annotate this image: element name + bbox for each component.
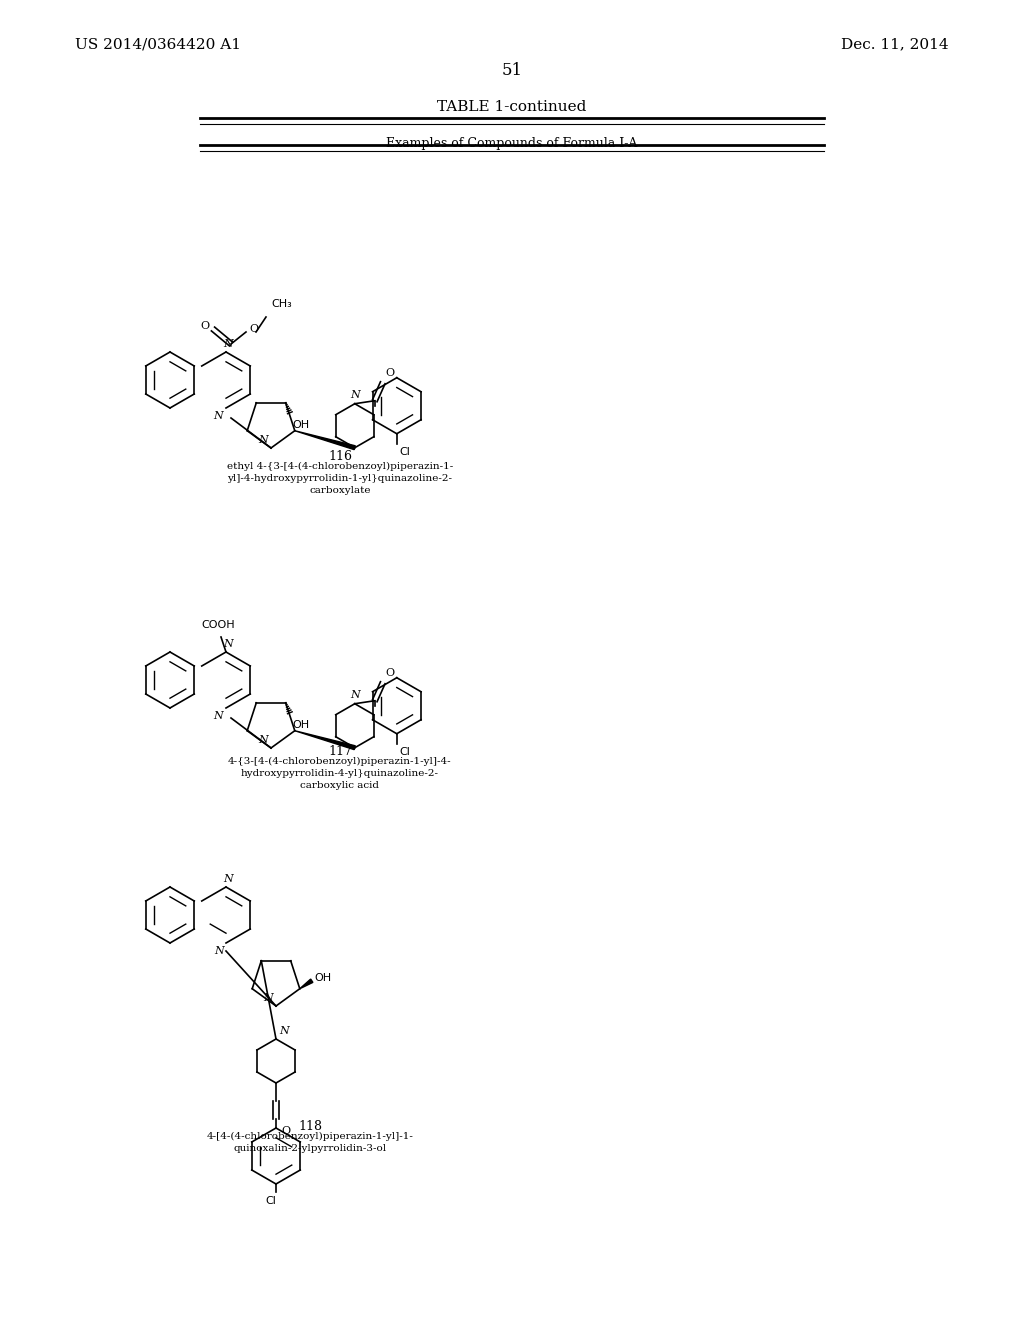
Text: 116: 116: [328, 450, 352, 463]
Text: 118: 118: [298, 1119, 322, 1133]
Text: CH₃: CH₃: [271, 300, 292, 309]
Polygon shape: [295, 731, 355, 750]
Text: TABLE 1-continued: TABLE 1-continued: [437, 100, 587, 114]
Text: N: N: [263, 993, 273, 1003]
Text: 4-{3-[4-(4-chlorobenzoyl)piperazin-1-yl]-4-: 4-{3-[4-(4-chlorobenzoyl)piperazin-1-yl]…: [228, 756, 452, 766]
Text: 51: 51: [502, 62, 522, 79]
Text: N: N: [223, 874, 232, 884]
Text: O: O: [201, 321, 210, 331]
Text: Examples of Compounds of Formula I-A: Examples of Compounds of Formula I-A: [386, 137, 638, 150]
Text: COOH: COOH: [201, 620, 234, 630]
Text: N: N: [279, 1026, 289, 1036]
Text: O: O: [386, 668, 395, 677]
Text: N: N: [223, 339, 232, 348]
Text: Dec. 11, 2014: Dec. 11, 2014: [842, 37, 949, 51]
Text: N: N: [258, 436, 268, 445]
Text: 4-[4-(4-chlorobenzoyl)piperazin-1-yl]-1-: 4-[4-(4-chlorobenzoyl)piperazin-1-yl]-1-: [207, 1133, 414, 1140]
Text: O: O: [281, 1126, 290, 1137]
Text: carboxylic acid: carboxylic acid: [300, 781, 380, 789]
Text: N: N: [258, 735, 268, 744]
Text: quinoxalin-2-ylpyrrolidin-3-ol: quinoxalin-2-ylpyrrolidin-3-ol: [233, 1144, 387, 1152]
Text: ethyl 4-{3-[4-(4-chlorobenzoyl)piperazin-1-: ethyl 4-{3-[4-(4-chlorobenzoyl)piperazin…: [227, 462, 454, 471]
Polygon shape: [300, 979, 313, 989]
Text: carboxylate: carboxylate: [309, 486, 371, 495]
Text: Cl: Cl: [399, 747, 411, 756]
Text: Cl: Cl: [265, 1196, 276, 1206]
Text: 117: 117: [328, 744, 352, 758]
Text: OH: OH: [293, 719, 310, 730]
Text: N: N: [350, 690, 359, 700]
Text: hydroxypyrrolidin-4-yl}quinazoline-2-: hydroxypyrrolidin-4-yl}quinazoline-2-: [241, 770, 439, 777]
Text: OH: OH: [314, 973, 332, 982]
Text: O: O: [386, 368, 395, 378]
Text: N: N: [214, 946, 224, 956]
Text: O: O: [249, 323, 258, 334]
Polygon shape: [295, 430, 355, 450]
Text: N: N: [213, 411, 223, 421]
Text: OH: OH: [293, 420, 310, 430]
Text: N: N: [213, 711, 223, 721]
Text: US 2014/0364420 A1: US 2014/0364420 A1: [75, 37, 241, 51]
Text: yl]-4-hydroxypyrrolidin-1-yl}quinazoline-2-: yl]-4-hydroxypyrrolidin-1-yl}quinazoline…: [227, 474, 453, 483]
Text: N: N: [350, 389, 359, 400]
Text: Cl: Cl: [399, 446, 411, 457]
Text: N: N: [223, 639, 232, 649]
